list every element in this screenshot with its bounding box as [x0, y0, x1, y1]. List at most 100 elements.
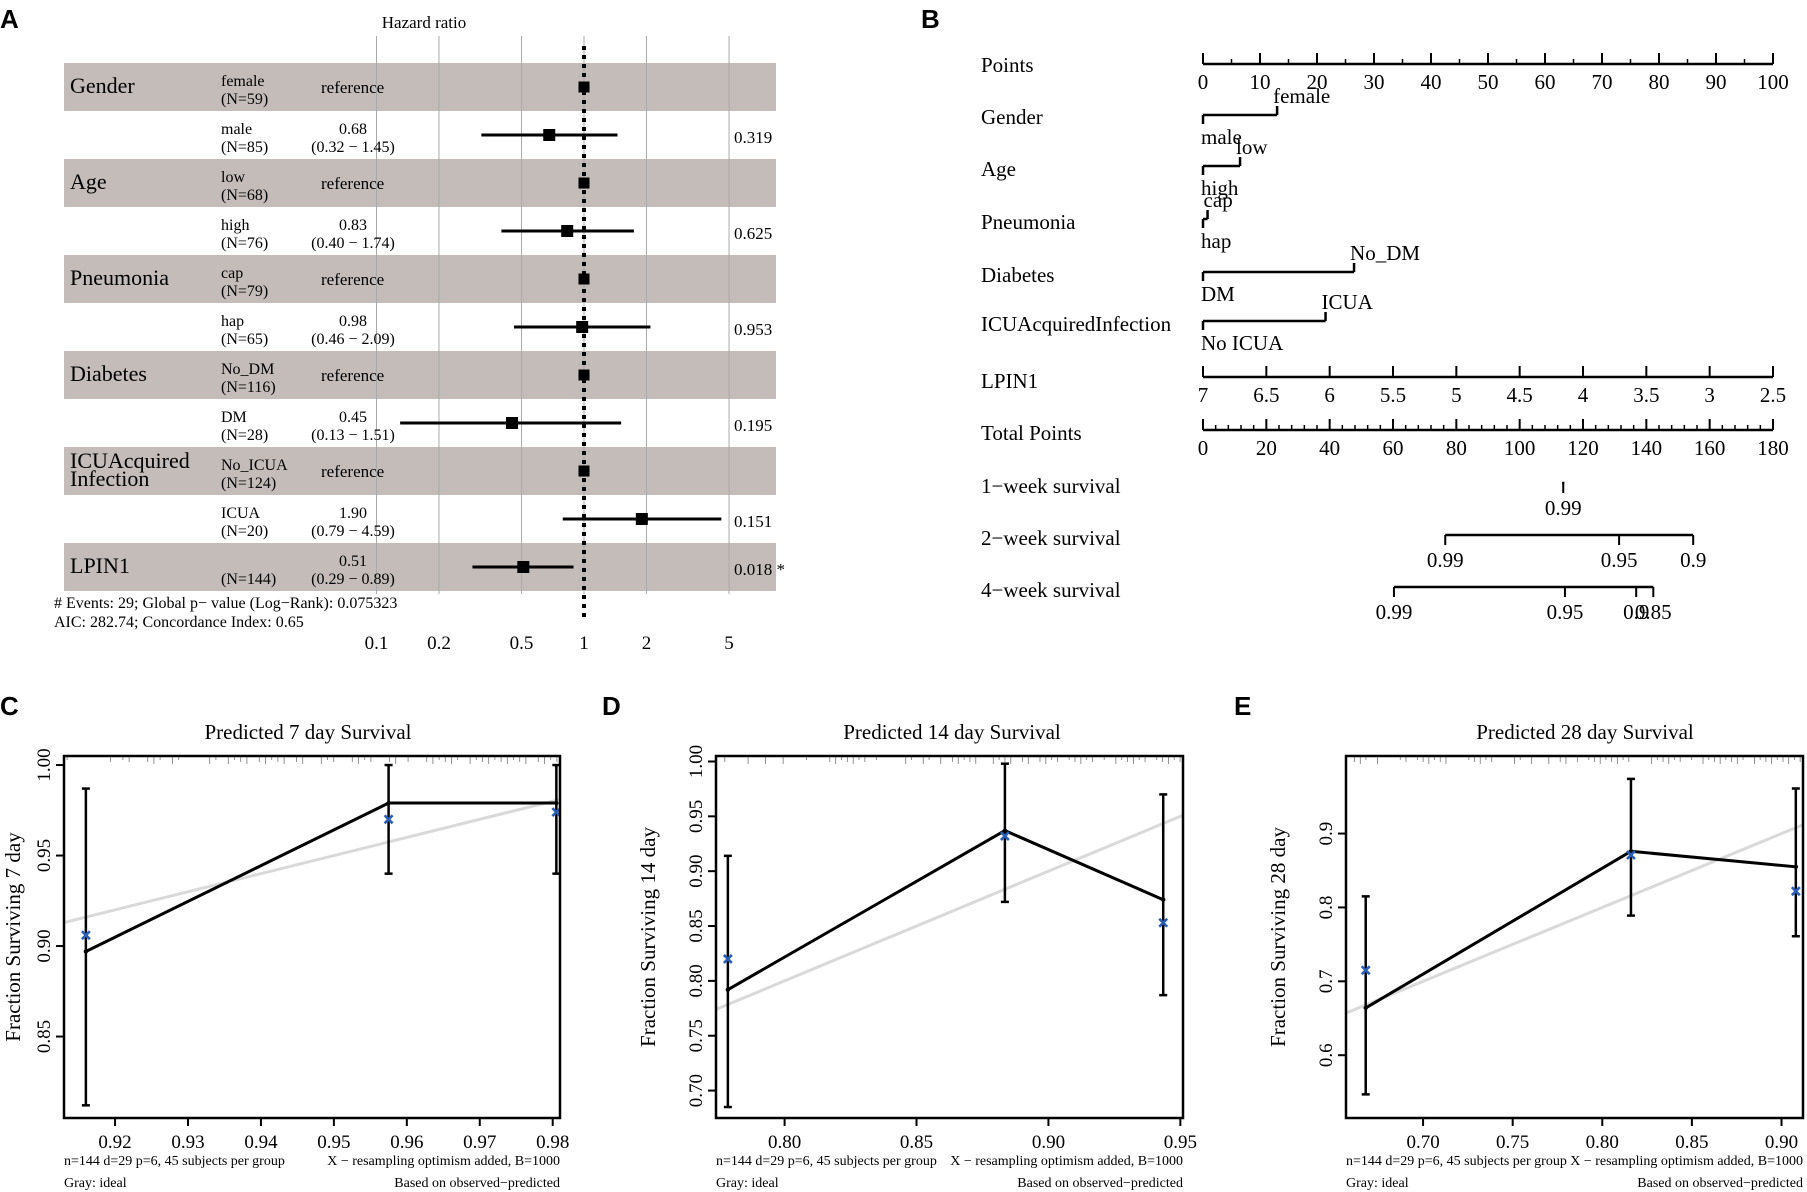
nomogram-tick-label: 0: [1198, 436, 1209, 460]
calibration-footnote: X − resampling optimism added, B=1000: [327, 1154, 560, 1169]
calibration-y-tick-label: 0.80: [686, 964, 707, 997]
forest-ci-value: (0.32 − 1.45): [311, 139, 395, 156]
nomogram-tick-label: 50: [1478, 70, 1499, 94]
nomogram-tick-label: 120: [1567, 436, 1599, 460]
calibration-y-tick-label: 0.95: [686, 800, 707, 833]
nomogram-tick-label: 2.5: [1760, 383, 1786, 407]
forest-point-estimate: [636, 513, 648, 525]
calibration-y-tick-label: 0.90: [34, 929, 55, 962]
nomogram-tick-label: 6: [1324, 383, 1335, 407]
calibration-x-tick-label: 0.96: [390, 1132, 423, 1153]
calibration-observed-line: [1366, 851, 1796, 1008]
calibration-x-tick-label: 0.75: [1496, 1132, 1529, 1153]
forest-x-tick-label: 0.2: [427, 633, 451, 654]
nomogram-tick-label: 70: [1592, 70, 1613, 94]
forest-point-estimate: [561, 225, 573, 237]
forest-ci-value: (0.13 − 1.51): [311, 427, 395, 444]
forest-hr-value: 0.83: [339, 217, 367, 234]
calibration-observed-point: [726, 987, 730, 991]
calibration-x-tick-label: 0.85: [900, 1132, 933, 1153]
nomogram-level-bottom: DM: [1201, 282, 1235, 306]
calibration-title: Predicted 14 day Survival: [843, 720, 1061, 744]
calibration-ideal-line: [716, 815, 1183, 1009]
nomogram-tick-label: 0: [1198, 70, 1209, 94]
forest-level-label: No_ICUA: [221, 457, 288, 474]
calibration-plot-frame: [716, 756, 1183, 1118]
calibration-observed-line: [728, 831, 1163, 990]
calibration-y-axis-label: Fraction Surviving 7 day: [1, 832, 25, 1042]
calibration-x-tick-label: 0.85: [1675, 1132, 1708, 1153]
calibration-observed-point: [386, 801, 390, 805]
forest-x-tick-label: 0.5: [510, 633, 534, 654]
calibration-y-axis-label: Fraction Surviving 14 day: [636, 827, 660, 1047]
nomogram-tick-label: 100: [1504, 436, 1536, 460]
forest-level-label: female: [221, 73, 265, 90]
calibration-observed-point: [84, 949, 88, 953]
calibration-y-tick-label: 0.95: [34, 839, 55, 872]
figure-canvas: A BC D EHazard ratio0.1 0.2 0.5 1 2 5Gender femal…: [0, 0, 1807, 1192]
calibration-observed-line: [86, 803, 556, 951]
forest-level-label: male: [221, 121, 252, 138]
forest-n-label: (N=68): [221, 187, 268, 204]
nomogram-tick-label: 180: [1757, 436, 1789, 460]
forest-point-estimate: [579, 82, 590, 93]
calibration-footnote: Based on observed−predicted: [1017, 1176, 1183, 1191]
forest-level-label: No_DM: [221, 361, 274, 378]
panel-label-a: A: [0, 4, 19, 34]
calibration-x-tick-label: 0.93: [171, 1132, 204, 1153]
calibration-y-tick-label: 0.8: [1316, 896, 1337, 920]
calibration-footnote: n=144 d=29 p=6, 45 subjects per group: [1346, 1154, 1567, 1169]
forest-n-label: (N=28): [221, 427, 268, 444]
calibration-y-tick-label: 0.90: [686, 855, 707, 888]
nomogram-tick-label: 140: [1631, 436, 1663, 460]
nomogram-row-label: Points: [981, 53, 1034, 77]
forest-row-band: [64, 543, 776, 591]
calibration-observed-point: [1003, 828, 1007, 832]
forest-point-estimate: [579, 466, 590, 477]
nomogram-tick-label: 0.85: [1635, 600, 1672, 624]
nomogram-tick-label: 6.5: [1253, 383, 1279, 407]
forest-point-estimate: [576, 321, 588, 333]
nomogram-tick-label: 0.99: [1427, 548, 1464, 572]
forest-level-label: high: [221, 217, 249, 234]
calibration-x-tick-label: 0.80: [768, 1132, 801, 1153]
forest-n-label: (N=144): [221, 571, 276, 588]
forest-point-estimate: [506, 417, 518, 429]
nomogram-row-label: ICUAcquiredInfection: [981, 312, 1172, 336]
forest-n-label: (N=124): [221, 475, 276, 492]
nomogram-tick-label: 60: [1535, 70, 1556, 94]
nomogram-level-bottom: hap: [1201, 229, 1231, 253]
forest-n-label: (N=59): [221, 91, 268, 108]
calibration-x-tick-label: 0.97: [463, 1132, 496, 1153]
forest-footer-line: # Events: 29; Global p− value (Log−Rank)…: [54, 595, 397, 612]
forest-variable-label: Gender: [70, 73, 135, 98]
forest-level-label: ICUA: [221, 505, 261, 522]
calibration-footnote: Gray: ideal: [64, 1176, 127, 1191]
calibration-plot-e: Predicted 28 day Survival Fraction Surviv…: [1266, 720, 1803, 1191]
nomogram-row-label: Pneumonia: [981, 210, 1076, 234]
nomogram-row-label: Gender: [981, 105, 1043, 129]
calibration-footnote: Based on observed−predicted: [394, 1176, 560, 1191]
calibration-y-tick-label: 0.85: [686, 909, 707, 942]
forest-variable-label: Infection: [70, 466, 149, 491]
calibration-title: Predicted 7 day Survival: [204, 720, 411, 744]
forest-ci-value: (0.29 − 0.89): [311, 571, 395, 588]
forest-variable-label: Diabetes: [70, 361, 147, 386]
forest-ci-value: (0.40 − 1.74): [311, 235, 395, 252]
nomogram: Points0 10 20 30 40 50 60 70 80 90 100Genderfemale…: [981, 53, 1789, 624]
forest-n-label: (N=76): [221, 235, 268, 252]
calibration-title: Predicted 28 day Survival: [1476, 720, 1694, 744]
calibration-footnote: Gray: ideal: [1346, 1176, 1409, 1191]
forest-row-band: [64, 255, 776, 303]
forest-p-value: 0.195: [734, 416, 772, 435]
calibration-y-axis-label: Fraction Surviving 28 day: [1266, 827, 1290, 1047]
calibration-x-tick-label: 0.98: [536, 1132, 569, 1153]
nomogram-tick-label: 7: [1198, 383, 1209, 407]
calibration-plot-frame: [64, 756, 560, 1118]
calibration-footnote: Based on observed−predicted: [1637, 1176, 1803, 1191]
forest-variable-label: Pneumonia: [70, 265, 169, 290]
nomogram-tick-label: 40: [1421, 70, 1442, 94]
calibration-footnote: Gray: ideal: [716, 1176, 779, 1191]
calibration-y-tick-label: 0.75: [686, 1019, 707, 1052]
nomogram-row-label: 2−week survival: [981, 526, 1121, 550]
